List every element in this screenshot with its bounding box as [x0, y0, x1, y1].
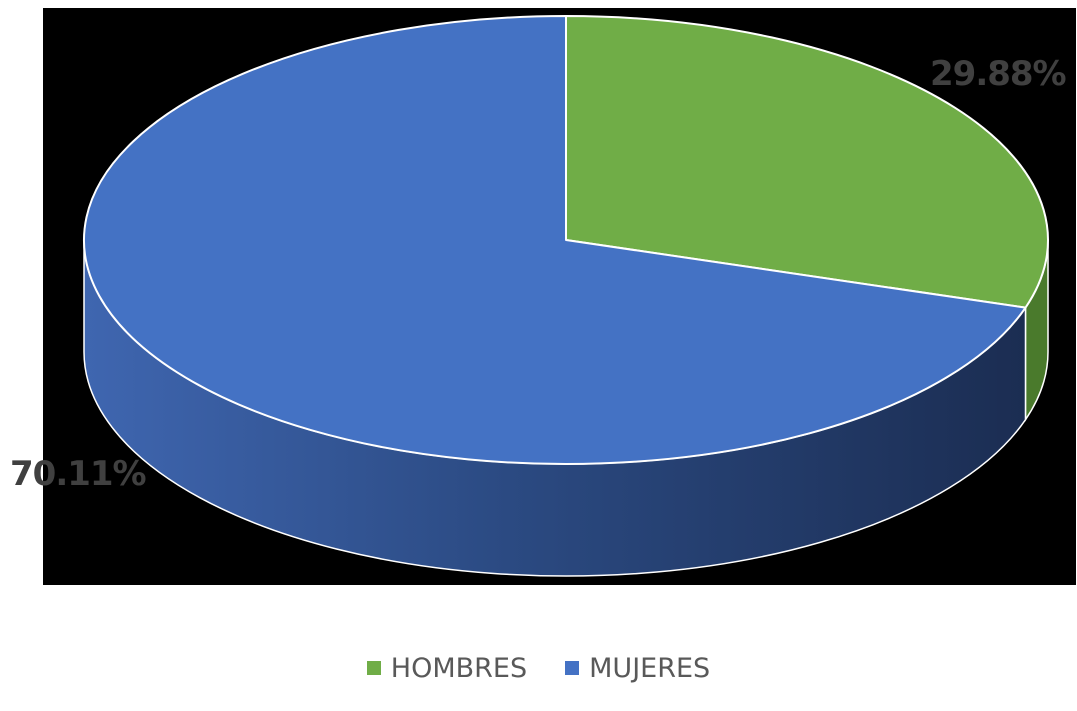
legend: HOMBRES MUJERES	[0, 648, 1077, 688]
pie-slice-mujeres[interactable]	[83, 15, 1027, 465]
legend-item-hombres[interactable]: HOMBRES	[366, 652, 528, 684]
legend-label-hombres: HOMBRES	[390, 652, 528, 684]
pie-slice-hombres[interactable]	[565, 15, 1049, 309]
legend-swatch-hombres	[366, 661, 381, 675]
legend-item-mujeres[interactable]: MUJERES	[565, 653, 710, 684]
data-label-mujeres: 70.11%	[10, 454, 146, 494]
legend-label-mujeres: MUJERES	[589, 652, 711, 684]
legend-swatch-mujeres	[565, 661, 580, 675]
data-label-hombres: 29.88%	[930, 54, 1066, 94]
